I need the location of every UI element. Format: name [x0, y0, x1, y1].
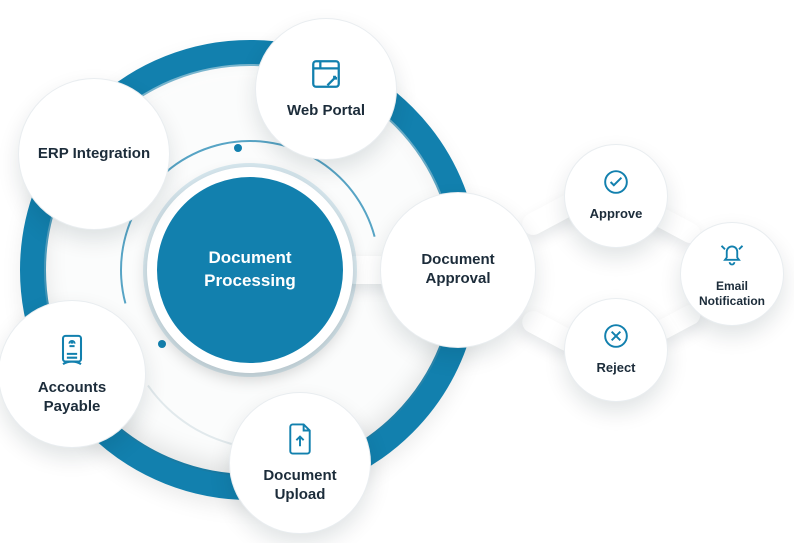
x-icon — [603, 323, 629, 354]
node-label: Web Portal — [277, 102, 375, 121]
node-web-portal: Web Portal — [255, 18, 397, 160]
node-label: Approve — [580, 206, 653, 222]
node-label: DocumentUpload — [253, 467, 346, 505]
node-label: Reject — [586, 360, 645, 376]
node-label: ERP Integration — [28, 145, 160, 164]
node-label: EmailNotification — [689, 279, 775, 309]
check-icon — [603, 169, 629, 200]
node-email: EmailNotification — [680, 222, 784, 326]
node-label: DocumentApproval — [411, 251, 504, 289]
arc-dot — [234, 144, 242, 152]
node-label: AccountsPayable — [28, 379, 116, 417]
file-up-icon — [285, 422, 315, 461]
browser-icon — [309, 57, 343, 96]
invoice-icon — [56, 332, 88, 373]
center-node: DocumentProcessing — [147, 167, 353, 373]
node-reject: Reject — [564, 298, 668, 402]
diagram-stage: DocumentProcessing ERP Integration Web P… — [0, 0, 794, 543]
node-payable: AccountsPayable — [0, 300, 146, 448]
node-erp: ERP Integration — [18, 78, 170, 230]
arc-dot — [158, 340, 166, 348]
bell-icon — [718, 240, 746, 273]
node-upload: DocumentUpload — [229, 392, 371, 534]
node-approve: Approve — [564, 144, 668, 248]
center-label: DocumentProcessing — [186, 247, 314, 293]
node-approval: DocumentApproval — [380, 192, 536, 348]
